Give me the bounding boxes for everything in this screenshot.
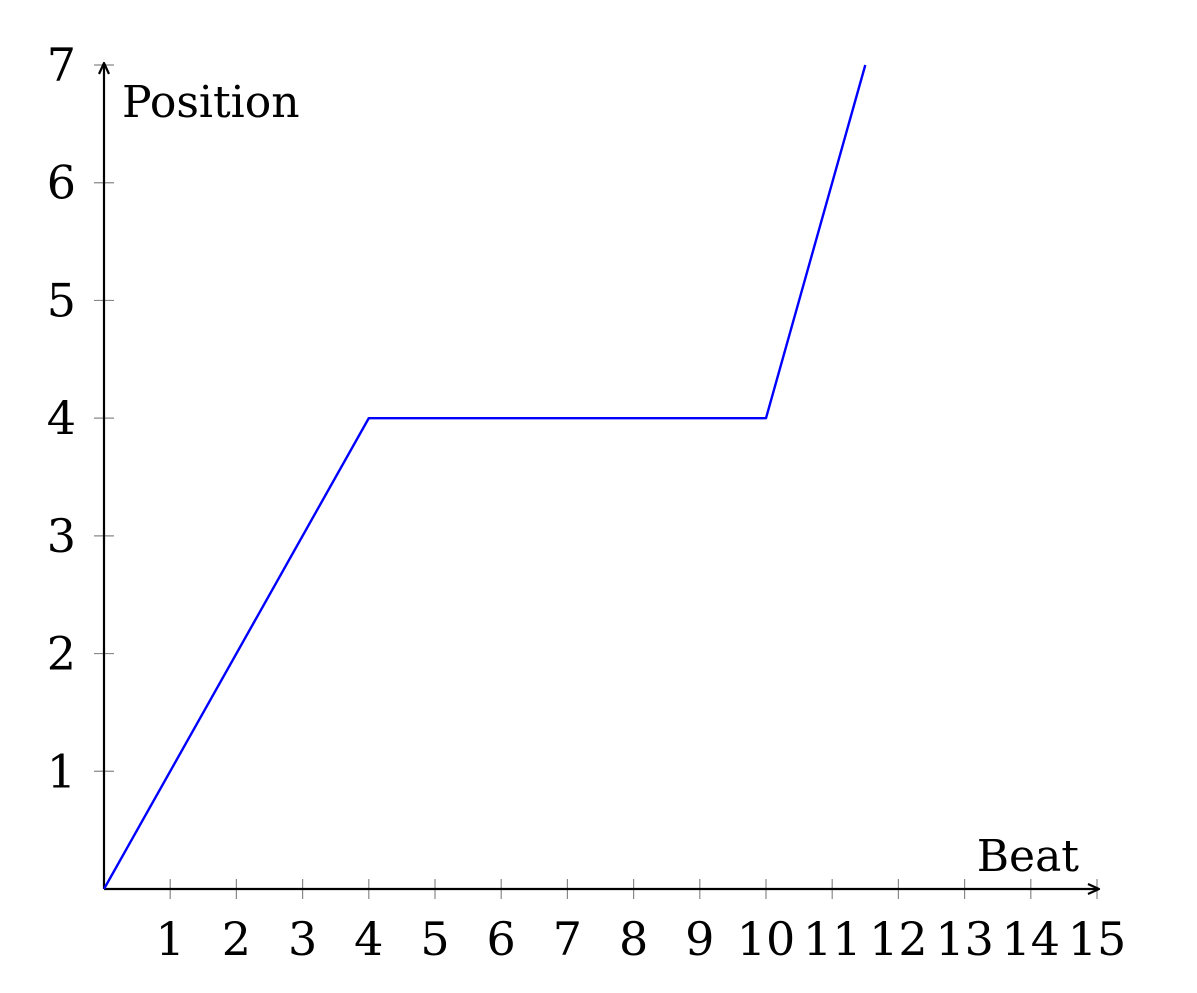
y-axis-label: Position: [122, 77, 300, 128]
x-tick-label: 6: [487, 912, 516, 966]
y-tick-label: 2: [47, 627, 76, 681]
y-tick-label: 5: [47, 273, 76, 327]
series-line: [102, 64, 867, 890]
x-tick-label: 1: [156, 912, 185, 966]
x-axis-label: Beat: [977, 831, 1080, 882]
y-tick-label: 3: [47, 509, 76, 563]
y-tick-label: 6: [47, 156, 76, 210]
x-tick-label: 15: [1068, 912, 1127, 966]
x-tick-label: 11: [803, 912, 862, 966]
x-tick-label: 4: [354, 912, 383, 966]
series-group: [102, 64, 867, 890]
x-tick-label: 3: [288, 912, 317, 966]
x-tick-label: 14: [1002, 912, 1061, 966]
x-tick-label: 8: [619, 912, 648, 966]
x-tick-label: 9: [685, 912, 714, 966]
x-tick-label: 13: [935, 912, 994, 966]
x-tick-label: 7: [553, 912, 582, 966]
x-tick-label: 2: [222, 912, 251, 966]
y-tick-label: 7: [47, 38, 76, 92]
x-tick-label: 5: [420, 912, 449, 966]
y-tick-label: 4: [47, 391, 76, 445]
y-tick-label: 1: [47, 744, 76, 798]
x-tick-label: 10: [737, 912, 796, 966]
axes: [97, 61, 1101, 896]
x-tick-label: 12: [869, 912, 928, 966]
label-group: Beat Position: [122, 77, 1079, 882]
